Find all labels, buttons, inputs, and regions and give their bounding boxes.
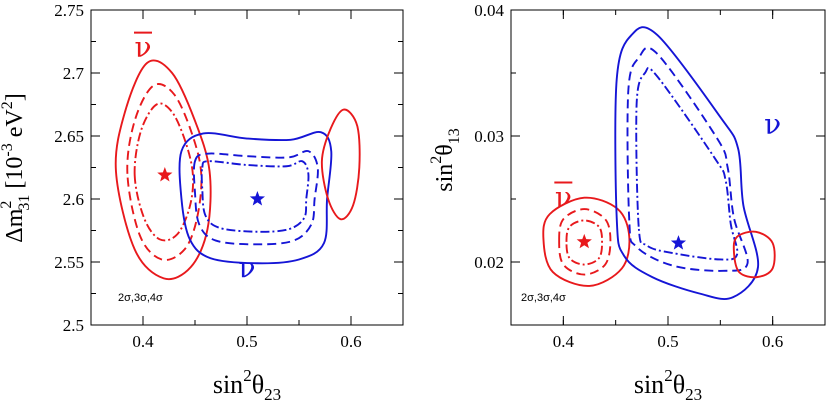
contour-2--series-1 — [565, 219, 604, 266]
neutrino-label: ν — [764, 107, 781, 140]
y-axis-label: Δm231 [10-3 eV2] — [0, 93, 33, 242]
best-fit-star-series-1 — [576, 233, 592, 249]
x-tick-label: 0.5 — [657, 332, 678, 351]
y-tick-label: 0.03 — [474, 127, 504, 146]
contour-4--series-1 — [542, 196, 631, 287]
contour-3--series-2 — [192, 149, 319, 246]
x-tick-label: 0.6 — [340, 332, 361, 351]
contour-4--series-2 — [178, 131, 333, 265]
x-tick-label: 0.6 — [762, 332, 783, 351]
contour-2--series-2 — [635, 66, 739, 261]
contour-2--series-2 — [200, 160, 310, 233]
chart-panel-2: 0.4 0.5 0.6 0.02 0.03 0.04 ν ν 2σ,3σ,4σ sin2θ23 si… — [428, 1, 826, 400]
y-tick-label: 2.5 — [63, 316, 84, 335]
neutrino-label: ν — [238, 251, 255, 284]
y-tick-label: 2.7 — [63, 64, 85, 83]
x-axis-label: sin2θ23 — [213, 366, 281, 400]
y-tick-label: 0.04 — [474, 1, 504, 20]
best-fit-star-series-1 — [157, 167, 173, 182]
y-tick-label: 2.6 — [63, 190, 84, 209]
antineutrino-label: ν — [134, 31, 151, 64]
y-tick-label: 0.02 — [474, 253, 504, 272]
confidence-levels-annotation: 2σ,3σ,4σ — [521, 292, 566, 304]
y-axis-label: sin2θ13 — [428, 128, 463, 192]
contour-3--series-1 — [126, 83, 203, 261]
contour--4-upper-octant--series-2 — [732, 230, 776, 279]
plot-frame — [510, 9, 826, 326]
contour-3--series-2 — [626, 46, 749, 272]
contour-4--series-2 — [614, 26, 760, 300]
x-tick-label: 0.4 — [132, 332, 154, 351]
confidence-levels-annotation: 2σ,3σ,4σ — [118, 292, 163, 304]
y-tick-label: 2.65 — [54, 127, 84, 146]
x-tick-label: 0.4 — [553, 332, 575, 351]
contour--4-upper-octant--series-2 — [320, 108, 361, 221]
x-tick-label: 0.5 — [236, 332, 257, 351]
y-tick-label: 2.55 — [54, 253, 84, 272]
contour-2--series-1 — [133, 102, 195, 242]
best-fit-star-series-2 — [249, 191, 266, 206]
antineutrino-label: ν — [555, 181, 572, 214]
best-fit-star-series-2 — [670, 235, 687, 250]
chart-panel-1: 0.4 0.5 0.6 2.5 2.55 2.6 2.65 2.7 2.75 ν ν 2σ,3σ,4σ… — [0, 1, 404, 400]
contour-4--series-1 — [114, 59, 212, 281]
x-axis-label: sin2θ23 — [634, 366, 702, 400]
contour-3--series-1 — [558, 208, 612, 276]
y-tick-label: 2.75 — [54, 1, 84, 20]
